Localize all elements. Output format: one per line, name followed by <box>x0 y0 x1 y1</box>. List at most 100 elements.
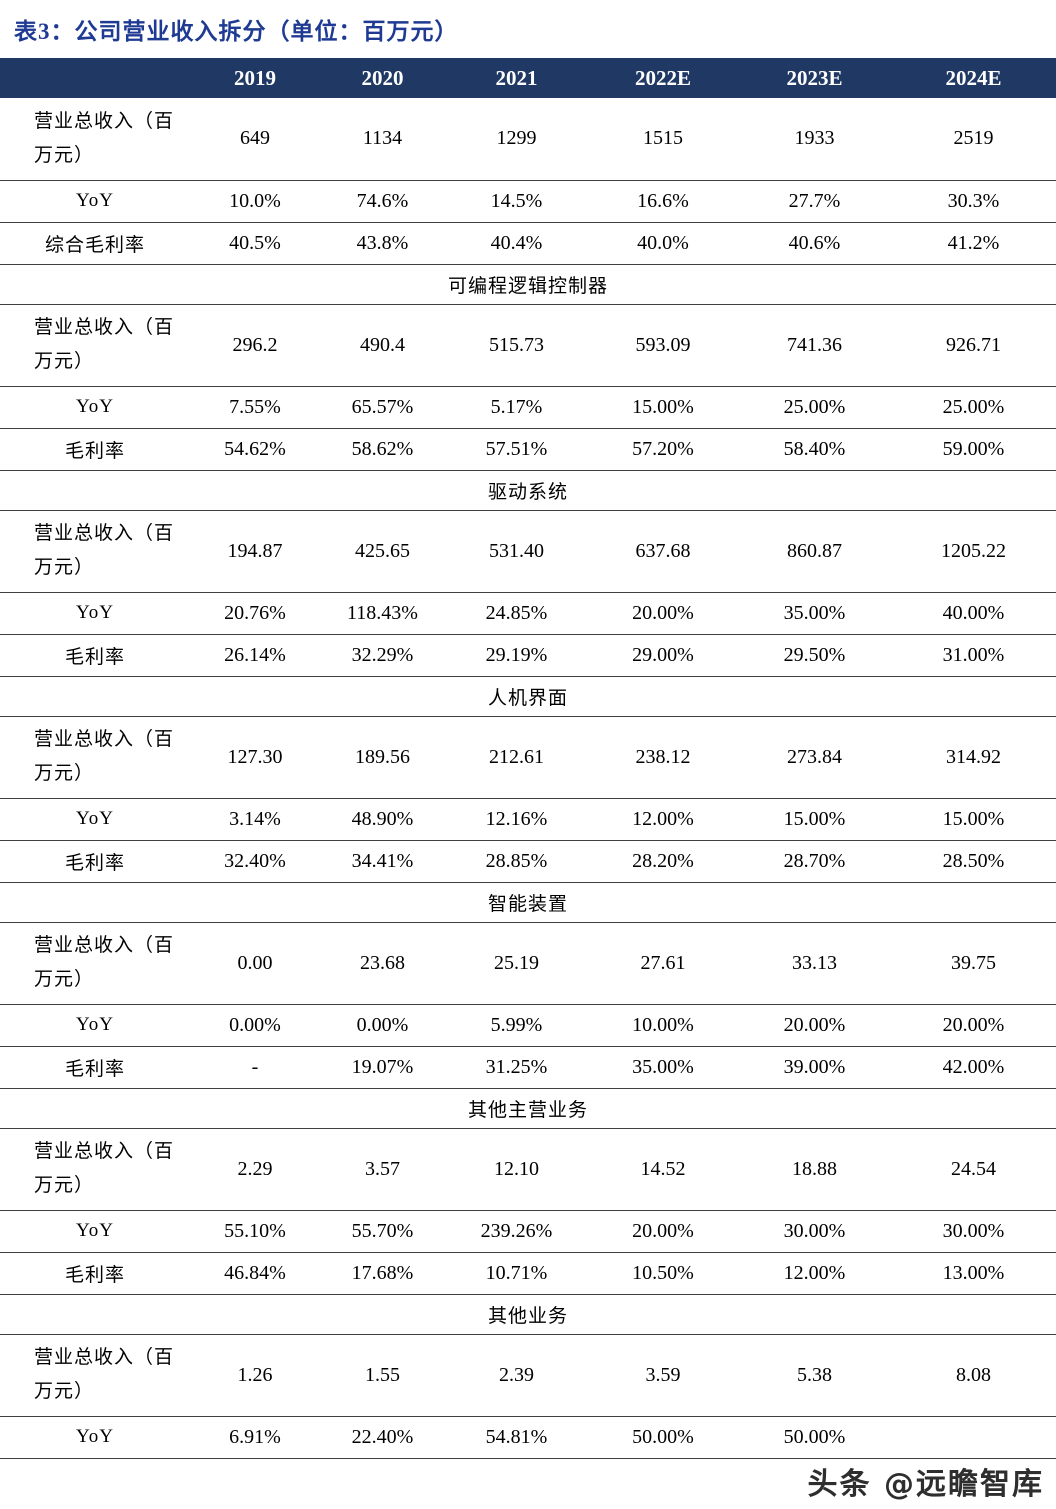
section-title: 驱动系统 <box>0 470 1056 511</box>
cell: 212.61 <box>445 716 588 799</box>
col-header-2022E: 2022E <box>588 58 738 98</box>
table-title: 表3：公司营业收入拆分（单位：百万元） <box>14 19 459 44</box>
cell: 15.00% <box>588 386 738 429</box>
row-label: 营业总收入（百万元） <box>0 304 190 387</box>
cell: 29.50% <box>738 634 891 677</box>
cell: 31.25% <box>445 1046 588 1089</box>
table-row: 营业总收入（百万元） 194.87 425.65 531.40 637.68 860.87… <box>0 510 1056 593</box>
revenue-breakdown-table: 2019 2020 2021 2022E 2023E 2024E 营业总收入（百万元） 64… <box>0 58 1056 1459</box>
cell: 12.00% <box>738 1252 891 1295</box>
table-row: 营业总收入（百万元） 649 1134 1299 1515 1933 2519 <box>0 98 1056 181</box>
cell: 50.00% <box>588 1416 738 1459</box>
cell: 32.40% <box>190 840 320 883</box>
cell: 31.00% <box>891 634 1056 677</box>
cell: 28.50% <box>891 840 1056 883</box>
cell: 25.00% <box>891 386 1056 429</box>
cell: 18.88 <box>738 1128 891 1211</box>
table-row: 营业总收入（百万元） 296.2 490.4 515.73 593.09 741.36 92… <box>0 304 1056 387</box>
cell: 10.00% <box>588 1004 738 1047</box>
cell: 189.56 <box>320 716 445 799</box>
col-header-2019: 2019 <box>190 58 320 98</box>
row-label: 营业总收入（百万元） <box>0 922 190 1005</box>
table-row: 营业总收入（百万元） 0.00 23.68 25.19 27.61 33.13 39.75 <box>0 922 1056 1005</box>
table-row: YoY 20.76% 118.43% 24.85% 20.00% 35.00% 40.00% <box>0 592 1056 635</box>
cell: 3.59 <box>588 1334 738 1417</box>
cell: 10.50% <box>588 1252 738 1295</box>
cell: 860.87 <box>738 510 891 593</box>
cell: 32.29% <box>320 634 445 677</box>
cell: - <box>190 1046 320 1089</box>
cell: 1.26 <box>190 1334 320 1417</box>
cell: 593.09 <box>588 304 738 387</box>
cell: 14.5% <box>445 180 588 223</box>
cell: 20.00% <box>738 1004 891 1047</box>
table-row: 毛利率 54.62% 58.62% 57.51% 57.20% 58.40% 59.00% <box>0 428 1056 471</box>
cell: 30.00% <box>738 1210 891 1253</box>
cell: 2.29 <box>190 1128 320 1211</box>
row-label: 毛利率 <box>0 1046 190 1089</box>
table-row: 综合毛利率 40.5% 43.8% 40.4% 40.0% 40.6% 41.2% <box>0 222 1056 265</box>
cell: 194.87 <box>190 510 320 593</box>
cell: 23.68 <box>320 922 445 1005</box>
cell: 39.75 <box>891 922 1056 1005</box>
table-row: YoY 6.91% 22.40% 54.81% 50.00% 50.00% <box>0 1416 1056 1459</box>
cell: 926.71 <box>891 304 1056 387</box>
cell: 8.08 <box>891 1334 1056 1417</box>
cell: 1134 <box>320 98 445 181</box>
cell: 57.20% <box>588 428 738 471</box>
cell: 40.5% <box>190 222 320 265</box>
header-row: 2019 2020 2021 2022E 2023E 2024E <box>0 58 1056 98</box>
cell: 741.36 <box>738 304 891 387</box>
cell: 26.14% <box>190 634 320 677</box>
cell: 12.16% <box>445 798 588 841</box>
cell: 490.4 <box>320 304 445 387</box>
section-header-row: 人机界面 <box>0 676 1056 717</box>
row-label: YoY <box>0 798 190 841</box>
cell: 273.84 <box>738 716 891 799</box>
cell: 637.68 <box>588 510 738 593</box>
cell: 1299 <box>445 98 588 181</box>
cell: 20.00% <box>588 1210 738 1253</box>
cell: 29.00% <box>588 634 738 677</box>
cell: 1515 <box>588 98 738 181</box>
row-label: 营业总收入（百万元） <box>0 510 190 593</box>
cell: 46.84% <box>190 1252 320 1295</box>
cell: 1205.22 <box>891 510 1056 593</box>
cell: 59.00% <box>891 428 1056 471</box>
cell: 7.55% <box>190 386 320 429</box>
cell: 1933 <box>738 98 891 181</box>
table-row: YoY 10.0% 74.6% 14.5% 16.6% 27.7% 30.3% <box>0 180 1056 223</box>
cell: 0.00 <box>190 922 320 1005</box>
section-header-row: 其他业务 <box>0 1294 1056 1335</box>
cell: 425.65 <box>320 510 445 593</box>
cell: 58.62% <box>320 428 445 471</box>
cell: 43.8% <box>320 222 445 265</box>
col-header-2024E: 2024E <box>891 58 1056 98</box>
cell: 25.00% <box>738 386 891 429</box>
row-label: 毛利率 <box>0 428 190 471</box>
row-label: 营业总收入（百万元） <box>0 1334 190 1417</box>
row-label: 营业总收入（百万元） <box>0 1128 190 1211</box>
table-row: 营业总收入（百万元） 1.26 1.55 2.39 3.59 5.38 8.08 <box>0 1334 1056 1417</box>
cell: 0.00% <box>190 1004 320 1047</box>
cell: 10.71% <box>445 1252 588 1295</box>
cell: 314.92 <box>891 716 1056 799</box>
row-label: YoY <box>0 180 190 223</box>
row-label: YoY <box>0 592 190 635</box>
cell: 41.2% <box>891 222 1056 265</box>
cell: 118.43% <box>320 592 445 635</box>
cell: 55.10% <box>190 1210 320 1253</box>
cell: 42.00% <box>891 1046 1056 1089</box>
cell: 40.0% <box>588 222 738 265</box>
cell: 1.55 <box>320 1334 445 1417</box>
cell: 54.62% <box>190 428 320 471</box>
cell: 55.70% <box>320 1210 445 1253</box>
table-row: YoY 7.55% 65.57% 5.17% 15.00% 25.00% 25.00% <box>0 386 1056 429</box>
cell: 35.00% <box>588 1046 738 1089</box>
table-row: YoY 3.14% 48.90% 12.16% 12.00% 15.00% 15.00% <box>0 798 1056 841</box>
col-header-empty <box>0 58 190 98</box>
row-label: 营业总收入（百万元） <box>0 716 190 799</box>
cell: 65.57% <box>320 386 445 429</box>
cell: 25.19 <box>445 922 588 1005</box>
cell: 12.00% <box>588 798 738 841</box>
